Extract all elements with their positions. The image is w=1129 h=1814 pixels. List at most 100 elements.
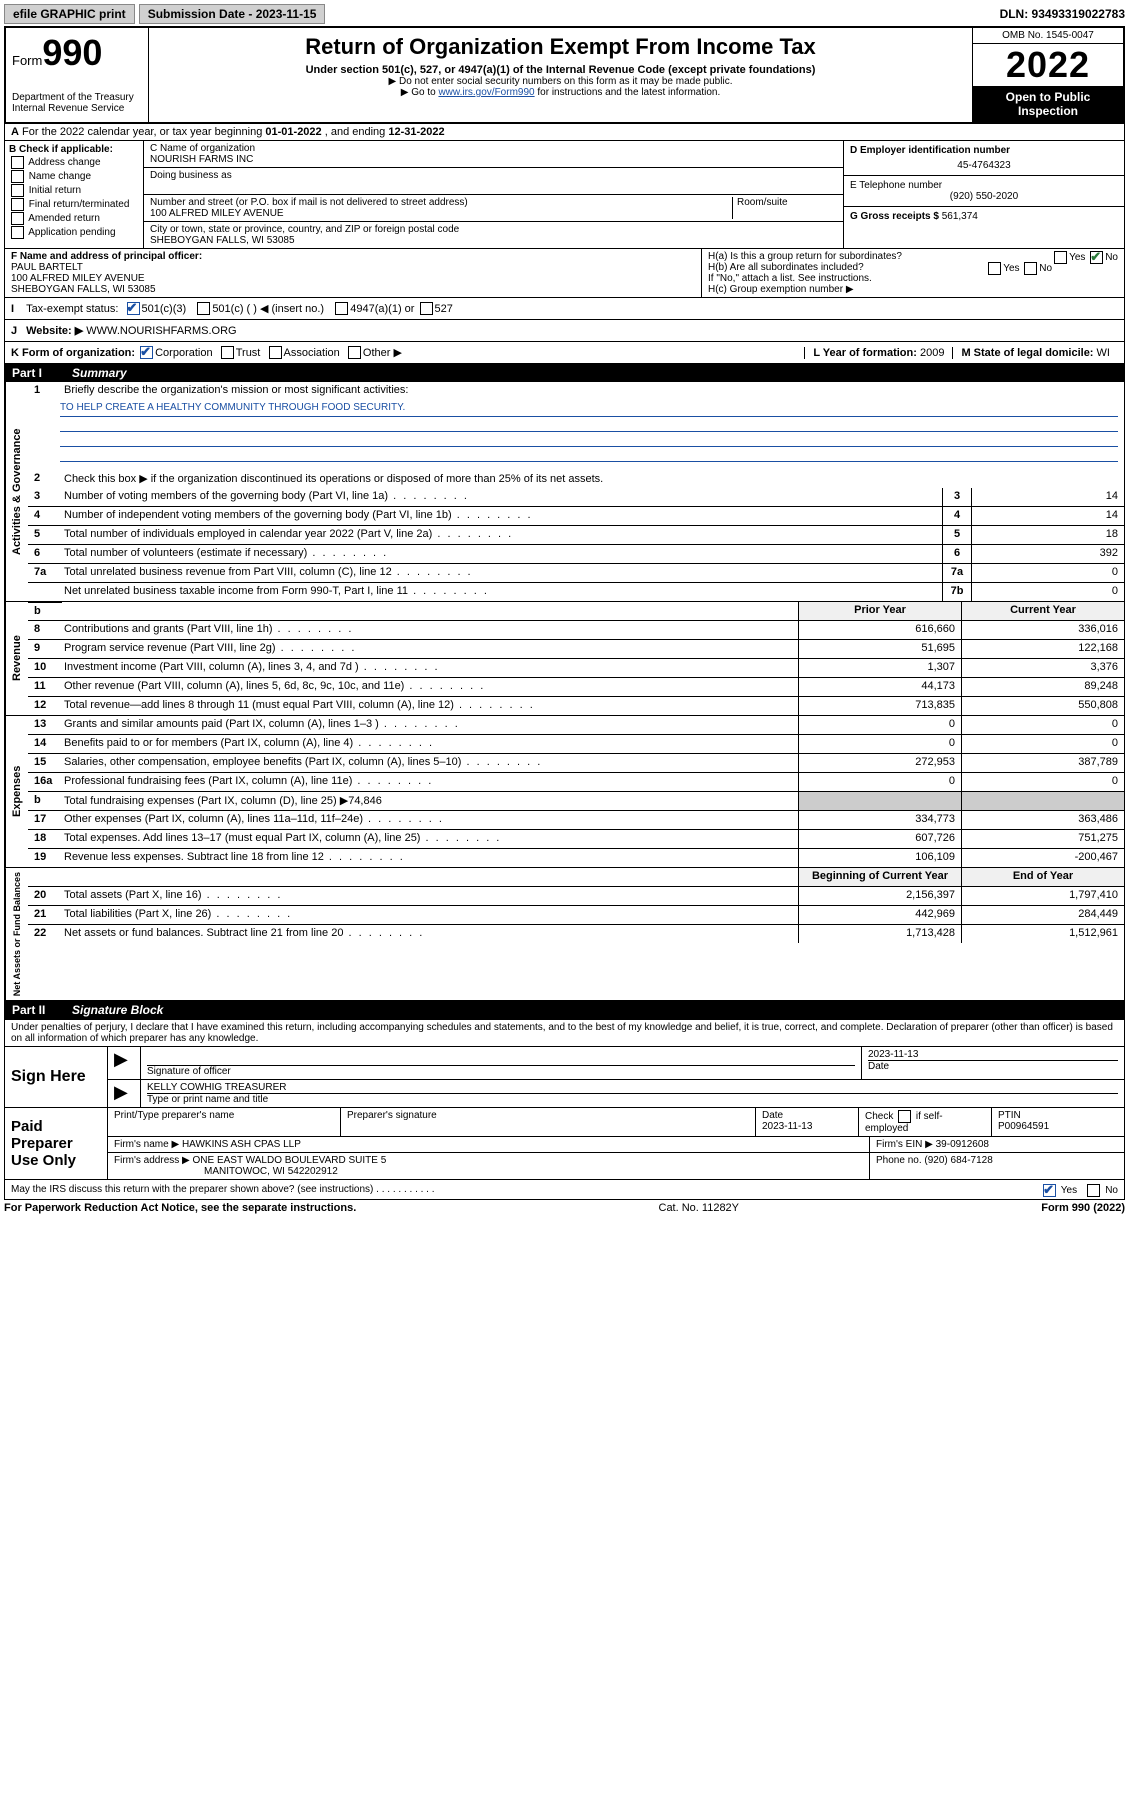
c-city-cell: City or town, state or province, country… <box>144 222 843 248</box>
chk-address-change[interactable] <box>11 156 24 169</box>
i-opt4: 527 <box>435 303 453 315</box>
chk-final-return[interactable] <box>11 198 24 211</box>
mission-row: 1 Briefly describe the organization's mi… <box>28 382 1124 400</box>
discuss-no-t: No <box>1105 1185 1118 1196</box>
j-label: Website: ▶ <box>26 324 83 337</box>
hdr-curr: Current Year <box>961 602 1124 620</box>
sig-date: 2023-11-13 <box>868 1049 1118 1061</box>
firm-name-label: Firm's name ▶ <box>114 1139 179 1150</box>
chk-4947[interactable] <box>335 302 348 315</box>
a-begin: 01-01-2022 <box>265 126 321 138</box>
summary-row: 11Other revenue (Part VIII, column (A), … <box>28 678 1124 697</box>
j-value: WWW.NOURISHFARMS.ORG <box>86 325 236 337</box>
chk-trust[interactable] <box>221 346 234 359</box>
part-i-title: Summary <box>72 366 127 380</box>
chk-527[interactable] <box>420 302 433 315</box>
tax-year: 2022 <box>973 44 1123 86</box>
form-header: Form990 Department of the Treasury Inter… <box>4 26 1125 124</box>
hb-label: H(b) Are all subordinates included? <box>708 262 864 273</box>
sig-officer-line: ▶ Signature of officer 2023-11-13 Date <box>108 1047 1124 1080</box>
summary-row: 15Salaries, other compensation, employee… <box>28 754 1124 773</box>
hb-yes[interactable] <box>988 262 1001 275</box>
chk-self-emp[interactable] <box>898 1110 911 1123</box>
net-header: Beginning of Current Year End of Year <box>28 868 1124 887</box>
chk-amended[interactable] <box>11 212 24 225</box>
part-i-header: Part I Summary <box>4 364 1125 382</box>
summary-row: 5Total number of individuals employed in… <box>28 526 1124 545</box>
summary-row: 18Total expenses. Add lines 13–17 (must … <box>28 830 1124 849</box>
chk-corp[interactable] <box>140 346 153 359</box>
header-right: OMB No. 1545-0047 2022 Open to Public In… <box>972 28 1123 122</box>
exp-block: Expenses 13Grants and similar amounts pa… <box>5 716 1124 868</box>
header-mid: Return of Organization Exempt From Incom… <box>149 28 972 122</box>
side-net: Net Assets or Fund Balances <box>5 868 28 1000</box>
row-i: I Tax-exempt status: 501(c)(3) 501(c) ( … <box>5 298 1124 320</box>
c-city-label: City or town, state or province, country… <box>150 224 837 235</box>
ha-yes-t: Yes <box>1069 252 1085 263</box>
chk-501c[interactable] <box>197 302 210 315</box>
g-label: G Gross receipts $ <box>850 211 939 222</box>
footer-right: Form 990 (2022) <box>1041 1202 1125 1214</box>
irs-link[interactable]: www.irs.gov/Form990 <box>438 87 534 98</box>
paid-prep-label: Paid Preparer Use Only <box>5 1108 108 1179</box>
summary-row: 16aProfessional fundraising fees (Part I… <box>28 773 1124 792</box>
chk-other[interactable] <box>348 346 361 359</box>
c-addr-cell: Number and street (or P.O. box if mail i… <box>144 195 843 222</box>
chk-initial-return[interactable] <box>11 184 24 197</box>
form-title: Return of Organization Exempt From Incom… <box>155 34 966 60</box>
submission-date-button[interactable]: Submission Date - 2023-11-15 <box>139 4 326 24</box>
chk-app-pending[interactable] <box>11 226 24 239</box>
col-deg: D Employer identification number 45-4764… <box>843 141 1124 248</box>
row-klm: K Form of organization: Corporation Trus… <box>5 342 1124 363</box>
prep-date-label: Date <box>762 1110 783 1121</box>
header-left: Form990 Department of the Treasury Inter… <box>6 28 149 122</box>
firm-addr-label: Firm's address ▶ <box>114 1155 190 1166</box>
prep-line3: Firm's address ▶ ONE EAST WALDO BOULEVAR… <box>108 1153 1124 1179</box>
line2-text: Check this box ▶ if the organization dis… <box>64 473 603 485</box>
d-label: D Employer identification number <box>850 145 1010 156</box>
m-label: M State of legal domicile: <box>961 347 1093 359</box>
sig-date-label: Date <box>868 1061 1118 1072</box>
hdr-begin: Beginning of Current Year <box>798 868 961 886</box>
discuss-dots: . . . . . . . . . . . <box>376 1184 434 1195</box>
discuss-yes[interactable] <box>1043 1184 1056 1197</box>
open-to-public: Open to Public Inspection <box>973 86 1123 122</box>
ha-yes[interactable] <box>1054 251 1067 264</box>
mission-q: Briefly describe the organization's miss… <box>62 382 1124 400</box>
c-city: SHEBOYGAN FALLS, WI 53085 <box>150 235 837 246</box>
gov-block: Activities & Governance 1 Briefly descri… <box>5 382 1124 602</box>
part-ii-label: Part II <box>12 1003 72 1017</box>
prep-line1: Print/Type preparer's name Preparer's si… <box>108 1108 1124 1137</box>
row-a-tax-year: A For the 2022 calendar year, or tax yea… <box>5 124 1124 141</box>
chk-assoc[interactable] <box>269 346 282 359</box>
sig-name-title: KELLY COWHIG TREASURER <box>147 1082 1118 1094</box>
summary-row: 10Investment income (Part VIII, column (… <box>28 659 1124 678</box>
summary-row: Net unrelated business taxable income fr… <box>28 583 1124 601</box>
f-addr2: SHEBOYGAN FALLS, WI 53085 <box>11 284 695 295</box>
hdr-end: End of Year <box>961 868 1124 886</box>
sign-here-body: ▶ Signature of officer 2023-11-13 Date ▶… <box>108 1047 1124 1107</box>
a-text-a: For the 2022 calendar year, or tax year … <box>22 126 265 138</box>
ha-no[interactable] <box>1090 251 1103 264</box>
e-cell: E Telephone number (920) 550-2020 <box>844 176 1124 207</box>
efile-button[interactable]: efile GRAPHIC print <box>4 4 135 24</box>
sig-intro: Under penalties of perjury, I declare th… <box>5 1020 1124 1047</box>
discuss-no[interactable] <box>1087 1184 1100 1197</box>
chk-501c3[interactable] <box>127 302 140 315</box>
chk-name-change[interactable] <box>11 170 24 183</box>
discuss-text: May the IRS discuss this return with the… <box>11 1184 373 1195</box>
d-value: 45-4764323 <box>850 160 1118 171</box>
d-cell: D Employer identification number 45-4764… <box>844 141 1124 176</box>
hb-no[interactable] <box>1024 262 1037 275</box>
mission-lines: TO HELP CREATE A HEALTHY COMMUNITY THROU… <box>28 400 1124 464</box>
subtitle-1: Under section 501(c), 527, or 4947(a)(1)… <box>155 64 966 76</box>
c-dba-cell: Doing business as <box>144 168 843 195</box>
summary-row: 9Program service revenue (Part VIII, lin… <box>28 640 1124 659</box>
h-cell: H(a) Is this a group return for subordin… <box>701 249 1124 297</box>
goto-suffix: for instructions and the latest informat… <box>535 87 721 98</box>
summary-row: 21Total liabilities (Part X, line 26)442… <box>28 906 1124 925</box>
summary-row: 19Revenue less expenses. Subtract line 1… <box>28 849 1124 867</box>
b-item-0: Address change <box>28 157 100 168</box>
net-block: Net Assets or Fund Balances Beginning of… <box>5 868 1124 1000</box>
summary-row: 3Number of voting members of the governi… <box>28 488 1124 507</box>
